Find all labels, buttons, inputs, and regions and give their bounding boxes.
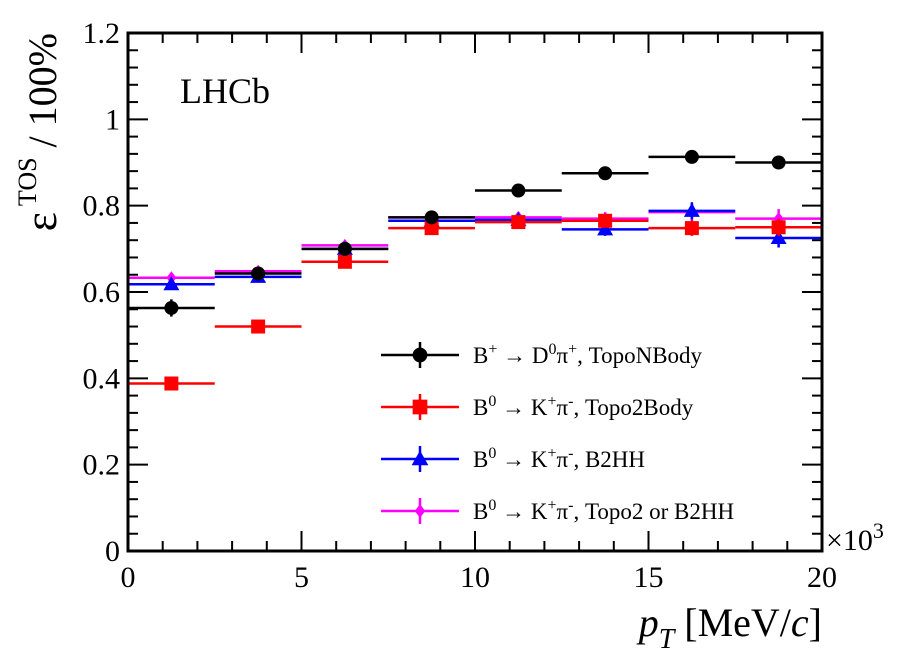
topo2body-point: [424, 221, 439, 236]
x-multiplier-exp: 3: [873, 518, 884, 543]
y-tick-label: 1: [105, 103, 120, 136]
series-toponbody: [128, 149, 822, 317]
b2hh-point: [163, 276, 180, 291]
x-tick-label: 10: [460, 561, 490, 594]
b2hh-point: [683, 202, 700, 217]
lhcb-label: LHCb: [180, 71, 270, 111]
x-axis-unit-close: ]: [809, 600, 822, 645]
x-axis-unit-var: c: [791, 600, 809, 645]
y-axis-sup: TOS: [13, 157, 42, 206]
x-axis-title: pT [MeV/c]: [636, 600, 822, 655]
legend-label: B0 → K+π-, Topo2 or B2HH: [473, 497, 734, 524]
toponbody-point: [684, 149, 699, 164]
y-tick-label: 0.2: [83, 449, 121, 482]
topo2body-point: [511, 215, 526, 230]
x-tick-label: 15: [634, 561, 664, 594]
toponbody-point: [424, 210, 439, 225]
legend-entry-toponbody: B+ → D0π+, TopoNBody: [381, 341, 703, 368]
y-tick-label: 1.2: [83, 17, 121, 50]
legend-label: B0 → K+π-, B2HH: [473, 445, 645, 472]
x-multiplier-base: ×10: [826, 524, 873, 557]
legend-label: B+ → D0π+, TopoNBody: [473, 341, 703, 368]
legend-entry-topo2body: B0 → K+π-, Topo2Body: [381, 393, 694, 420]
y-tick-label: 0: [105, 535, 120, 568]
toponbody-point: [771, 155, 786, 170]
topo2body-point: [684, 221, 699, 236]
x-tick-label: 20: [807, 561, 837, 594]
x-tick-label: 5: [294, 561, 309, 594]
legend-label: B0 → K+π-, Topo2Body: [473, 393, 694, 420]
topo2body-point: [164, 376, 179, 391]
toponbody-point: [251, 266, 266, 281]
topo2body-point: [251, 319, 266, 334]
legend: B+ → D0π+, TopoNBody B0 → K+π-, Topo2Body…: [381, 341, 734, 524]
y-tick-label: 0.8: [83, 190, 121, 223]
x-tick-label: 0: [121, 561, 136, 594]
legend-marker: [411, 450, 429, 466]
legend-marker: [414, 504, 426, 518]
legend-marker: [412, 347, 428, 363]
legend-marker: [412, 399, 428, 415]
x-axis-multiplier: ×103: [826, 518, 884, 557]
y-tick-label: 0.6: [83, 276, 121, 309]
toponbody-point: [511, 183, 526, 198]
toponbody-point: [164, 300, 179, 315]
topo2body-point: [337, 254, 352, 269]
b2hh-point: [597, 221, 614, 236]
x-axis-unit: [MeV/: [684, 600, 792, 645]
legend-entry-b2hh: B0 → K+π-, B2HH: [381, 445, 645, 472]
series-b2hh: [128, 202, 822, 291]
series-topo2-or-b2hh: [128, 203, 822, 285]
y-axis-rest: / 100%: [20, 33, 65, 157]
topo2body-point: [771, 220, 786, 235]
y-tick-label: 0.4: [83, 362, 121, 395]
b2hh-point: [770, 230, 787, 245]
topo2body-point: [598, 213, 613, 228]
toponbody-point: [598, 166, 613, 181]
x-axis-var: p: [636, 600, 659, 645]
series-topo2body: [128, 213, 822, 391]
y-axis-title: ε TOS / 100%: [13, 33, 66, 231]
legend-entry-topo2-or-b2hh: B0 → K+π-, Topo2 or B2HH: [381, 497, 734, 524]
toponbody-point: [337, 241, 352, 256]
x-axis-sub: T: [659, 624, 677, 655]
y-axis-symbol: ε: [15, 212, 66, 231]
